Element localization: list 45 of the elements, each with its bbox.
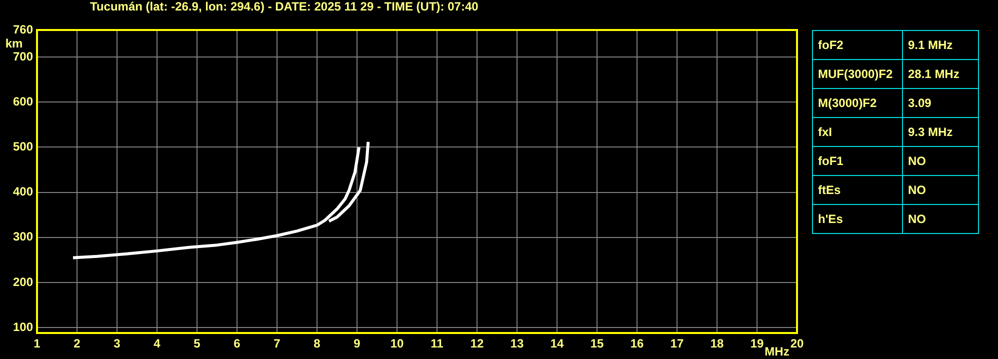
text: M(3000)F2 xyxy=(812,88,902,118)
text: 9.1 MHz xyxy=(902,30,978,60)
y-tick-label: 100 xyxy=(12,320,34,334)
x-tick-label: 10 xyxy=(390,336,404,351)
x-tick-label: 11 xyxy=(430,336,444,351)
text: NO xyxy=(902,176,978,204)
x-tick-label: 13 xyxy=(510,336,524,351)
y-tick-label: 700 xyxy=(12,49,34,64)
chart-title: Tucumán (lat: -26.9, lon: 294.6) - DATE: 2025 11 29 - TIME (UT): 07:40 xyxy=(90,0,479,14)
x-tick-label: 1 xyxy=(34,336,41,351)
text: NO xyxy=(902,146,978,176)
text: foF1 xyxy=(812,146,902,176)
x-tick-label: 16 xyxy=(630,336,644,351)
text: MUF(3000)F2 xyxy=(812,60,902,88)
x-axis-title: MHz xyxy=(764,344,790,358)
x-tick-label: 15 xyxy=(590,336,604,351)
y-tick-label: 500 xyxy=(12,140,34,154)
y-tick-label: 600 xyxy=(12,94,34,108)
x-tick-label: 6 xyxy=(234,336,241,351)
x-tick-label: 12 xyxy=(470,336,484,351)
text: fxI xyxy=(812,118,902,146)
text: 9.3 MHz xyxy=(902,118,978,146)
y-tick-label: 300 xyxy=(12,230,34,244)
text: foF2 xyxy=(812,30,902,60)
x-tick-label: 3 xyxy=(114,336,121,351)
x-tick-label: 8 xyxy=(314,336,321,351)
x-tick-label: 4 xyxy=(154,336,161,351)
x-tick-label: 18 xyxy=(710,336,724,351)
x-tick-label: 20 xyxy=(790,336,804,351)
text: NO xyxy=(902,204,978,234)
x-tick-label: 14 xyxy=(550,336,564,351)
text: ftEs xyxy=(812,176,902,204)
text: h'Es xyxy=(812,204,902,234)
x-tick-label: 7 xyxy=(274,336,281,351)
y-tick-label: 200 xyxy=(12,274,34,289)
y-axis-title: km xyxy=(5,36,23,50)
x-tick-label: 2 xyxy=(74,336,81,351)
x-tick-label: 17 xyxy=(670,336,684,351)
text: 3.09 xyxy=(902,88,978,118)
x-tick-label: 9 xyxy=(354,336,361,351)
y-tick-label: 400 xyxy=(12,184,34,199)
y-tick-label: 760 xyxy=(12,22,34,36)
x-tick-label: 5 xyxy=(194,336,201,351)
x-tick-label: 19 xyxy=(750,336,764,351)
text: 28.1 MHz xyxy=(902,60,978,88)
